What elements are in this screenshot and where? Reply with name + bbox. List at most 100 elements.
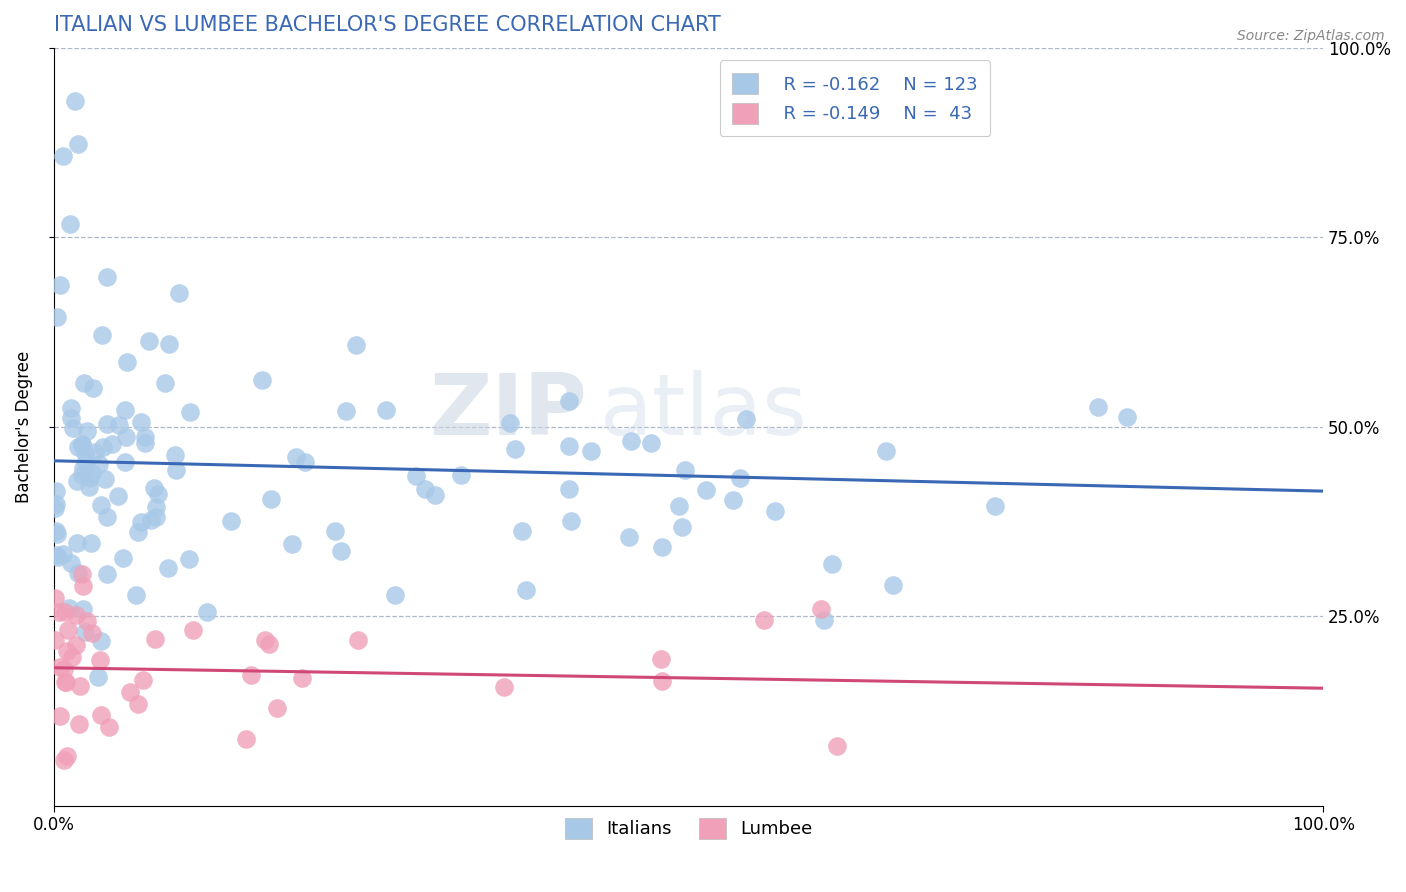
Point xyxy=(754,613,776,627)
Point xyxy=(69,680,91,694)
Point xyxy=(291,671,314,685)
Point xyxy=(284,450,307,464)
Point xyxy=(257,637,280,651)
Point xyxy=(515,583,537,598)
Point xyxy=(668,500,690,514)
Point xyxy=(384,588,406,602)
Point xyxy=(405,468,427,483)
Point xyxy=(49,278,72,293)
Point xyxy=(450,468,472,483)
Point xyxy=(96,269,118,284)
Point xyxy=(651,540,673,554)
Point xyxy=(503,442,526,456)
Point xyxy=(90,498,112,512)
Point xyxy=(46,549,69,564)
Point xyxy=(45,526,67,541)
Point xyxy=(114,454,136,468)
Point xyxy=(115,430,138,444)
Y-axis label: Bachelor's Degree: Bachelor's Degree xyxy=(15,351,32,503)
Point xyxy=(165,463,187,477)
Point xyxy=(157,561,180,575)
Point xyxy=(882,578,904,592)
Point xyxy=(67,717,90,731)
Point xyxy=(413,482,436,496)
Point xyxy=(344,338,367,352)
Point xyxy=(219,514,242,528)
Point xyxy=(145,500,167,515)
Point xyxy=(82,381,104,395)
Point xyxy=(66,137,89,152)
Point xyxy=(695,483,717,497)
Point xyxy=(98,720,121,734)
Point xyxy=(558,439,581,453)
Point xyxy=(620,434,643,449)
Point xyxy=(75,455,97,469)
Point xyxy=(65,607,87,622)
Legend: Italians, Lumbee: Italians, Lumbee xyxy=(557,811,820,846)
Point xyxy=(52,547,75,561)
Point xyxy=(252,373,274,387)
Point xyxy=(1087,401,1109,415)
Point xyxy=(96,567,118,582)
Point xyxy=(46,310,69,324)
Point xyxy=(72,602,94,616)
Point xyxy=(87,670,110,684)
Point xyxy=(619,530,641,544)
Point xyxy=(167,285,190,300)
Point xyxy=(143,632,166,646)
Point xyxy=(129,415,152,429)
Point xyxy=(90,708,112,723)
Point xyxy=(59,401,82,415)
Point xyxy=(48,659,70,673)
Point xyxy=(153,376,176,390)
Point xyxy=(145,509,167,524)
Point xyxy=(48,606,70,620)
Point xyxy=(138,334,160,349)
Point xyxy=(107,490,129,504)
Point xyxy=(82,625,104,640)
Point xyxy=(66,440,89,454)
Point xyxy=(510,524,533,538)
Point xyxy=(45,524,67,538)
Point xyxy=(60,649,83,664)
Point xyxy=(73,376,96,391)
Point xyxy=(143,481,166,495)
Point xyxy=(91,440,114,454)
Point xyxy=(62,420,84,434)
Point xyxy=(114,403,136,417)
Text: ZIP: ZIP xyxy=(429,370,586,453)
Point xyxy=(58,601,80,615)
Point xyxy=(56,624,79,638)
Point xyxy=(821,557,844,571)
Point xyxy=(294,455,316,469)
Point xyxy=(129,515,152,529)
Point xyxy=(76,614,98,628)
Point xyxy=(44,501,66,516)
Point xyxy=(266,701,288,715)
Point xyxy=(72,460,94,475)
Point xyxy=(127,524,149,539)
Point xyxy=(558,394,581,409)
Point xyxy=(70,438,93,452)
Point xyxy=(56,748,79,763)
Point xyxy=(53,753,76,767)
Point xyxy=(76,425,98,439)
Point xyxy=(127,697,149,711)
Point xyxy=(329,543,352,558)
Point xyxy=(146,487,169,501)
Point xyxy=(651,674,673,689)
Point xyxy=(96,510,118,524)
Point xyxy=(650,651,672,665)
Point xyxy=(66,536,89,550)
Point xyxy=(134,430,156,444)
Point xyxy=(280,537,302,551)
Point xyxy=(55,674,77,689)
Point xyxy=(70,567,93,582)
Point xyxy=(96,417,118,431)
Point xyxy=(49,708,72,723)
Point xyxy=(763,504,786,518)
Point xyxy=(59,217,82,231)
Point xyxy=(235,732,257,747)
Point xyxy=(45,484,67,499)
Point xyxy=(165,448,187,462)
